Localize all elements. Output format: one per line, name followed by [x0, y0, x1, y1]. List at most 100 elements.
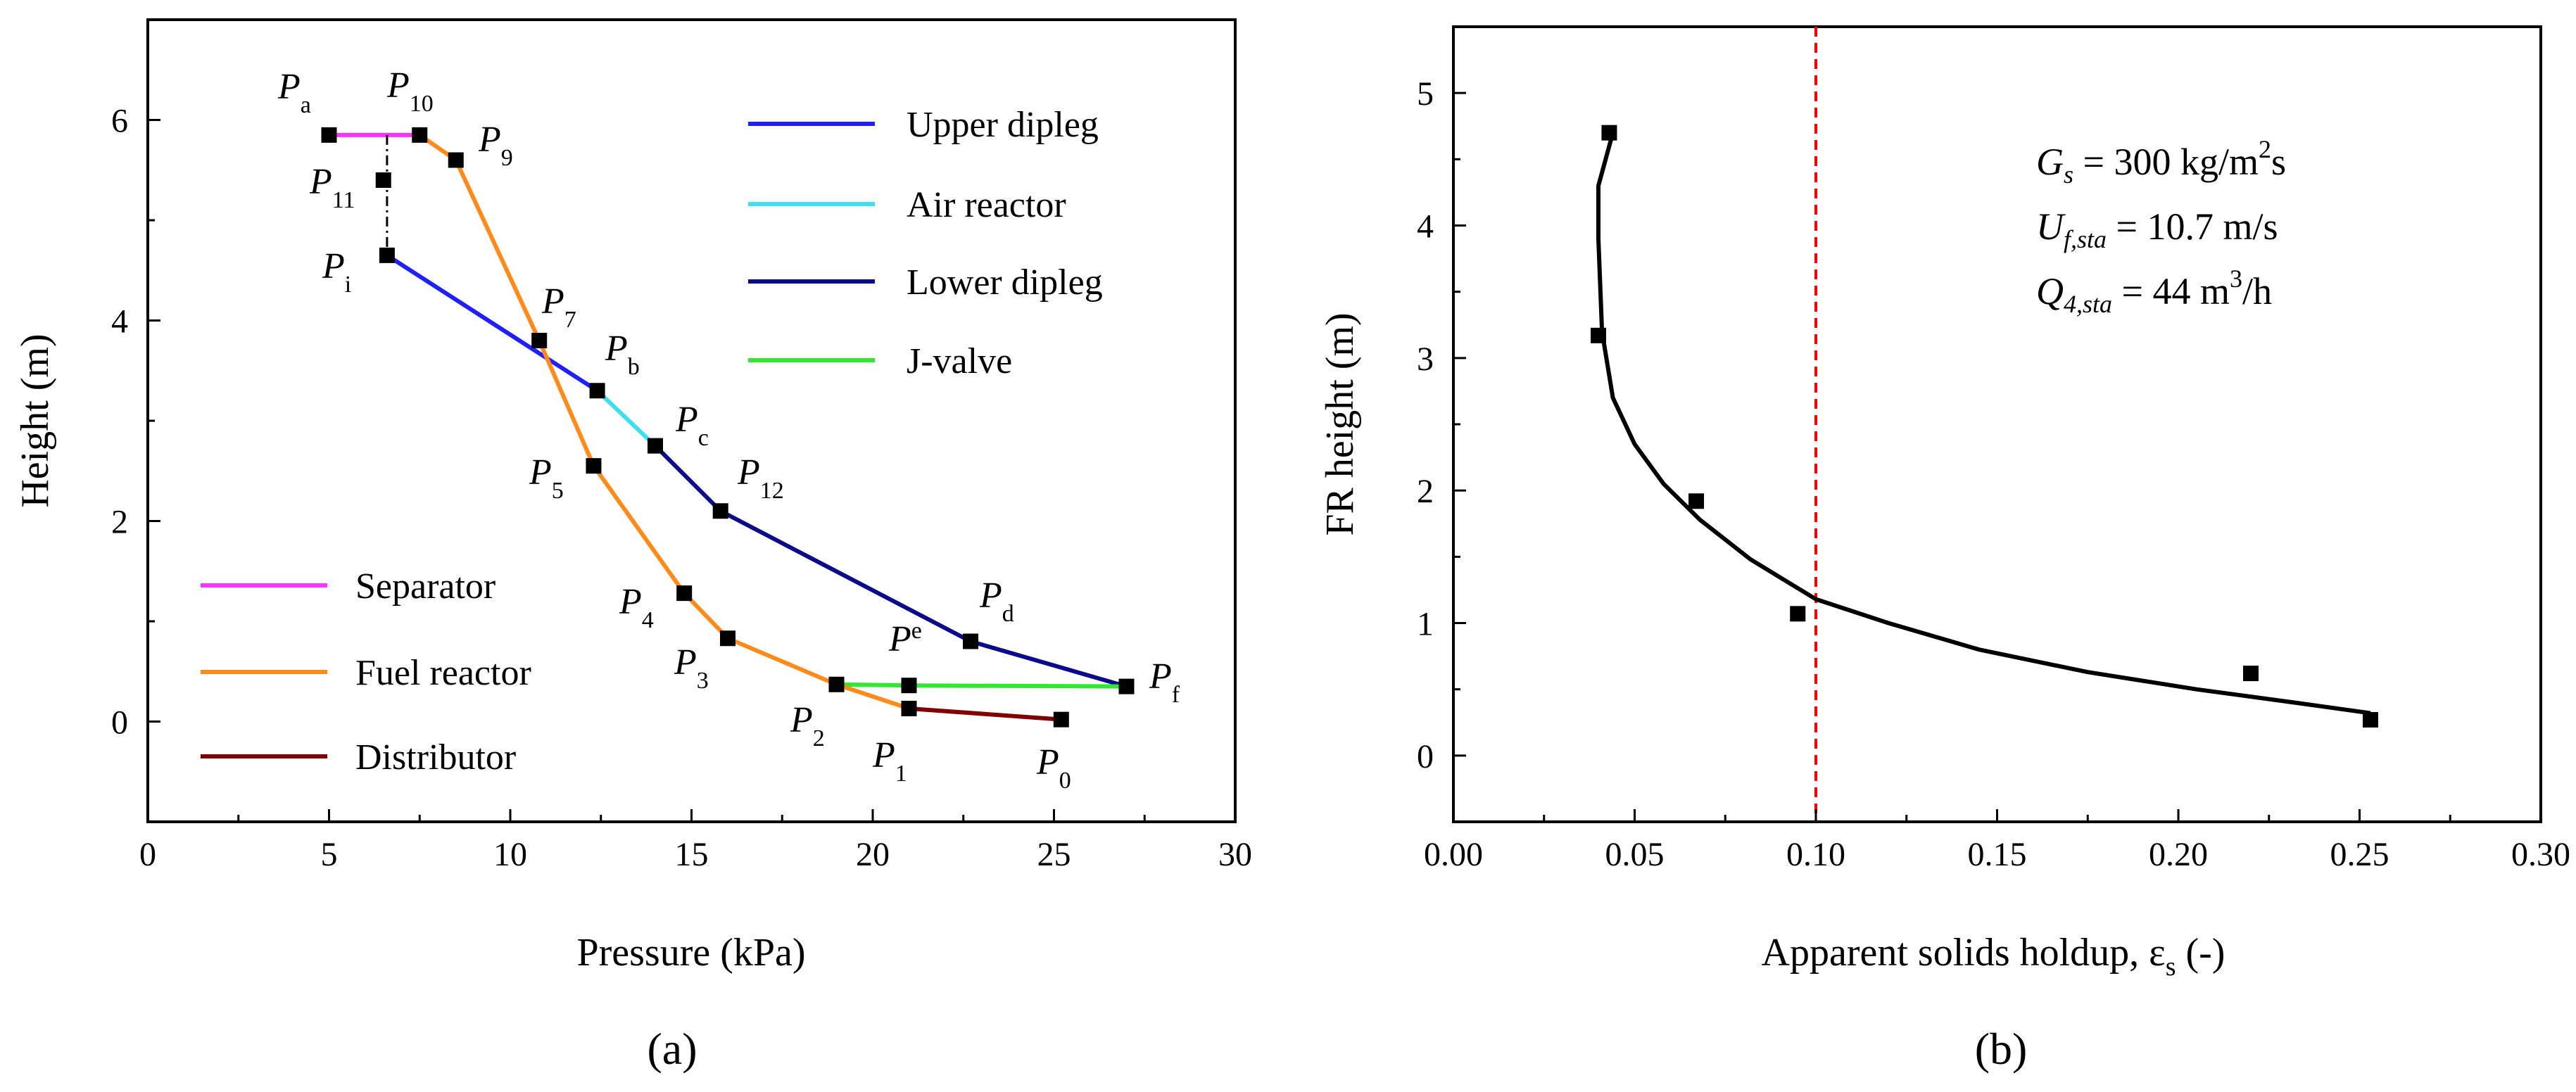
panel-b-annotations: Gs = 300 kg/m2s Uf,sta = 10.7 m/s Q4,sta… [2036, 135, 2286, 318]
x-tick-label: 0.15 [1968, 836, 2027, 873]
point-label: P5 [529, 452, 564, 504]
data-point [586, 458, 602, 474]
legend-label: J-valve [907, 341, 1012, 381]
point-label: Pi [322, 246, 351, 298]
panel-a-y-axis-label: Height (m) [13, 334, 57, 507]
point-label: Pa [277, 67, 311, 118]
point-label: P1 [872, 735, 907, 787]
y-tick-label: 0 [1417, 738, 1434, 775]
point-label: Pd [979, 576, 1014, 627]
x-tick-label: 10 [493, 836, 527, 873]
data-point [375, 172, 391, 188]
series-line-lower-dipleg [653, 444, 1128, 689]
panel-a-point-labels: Pa P10 P9 P11 Pi P7 Pb Pc P12 P5 P4 P3 P… [277, 65, 1180, 794]
data-point [1688, 493, 1705, 509]
panel-a-legend-top: Upper dipleg Air reactor Lower dipleg J-… [748, 105, 1103, 381]
panel-a-legend-bottom: Separator Fuel reactor Distributor [201, 566, 531, 777]
x-tick-label: 0.20 [2149, 836, 2208, 873]
x-tick-label: 0.00 [1424, 836, 1483, 873]
x-tick-label: 30 [1218, 836, 1252, 873]
panel-b-chart: 0.00 0.05 0.10 0.15 0.20 0.25 0.30 0 1 2 3 4 5 Gs = … [1318, 25, 2570, 1074]
annotation-q4: Q4,sta = 44 m3/h [2036, 265, 2272, 318]
data-point [2243, 666, 2259, 682]
data-point [589, 383, 605, 399]
data-point [1053, 711, 1069, 728]
point-label: P11 [309, 162, 355, 213]
data-point [321, 127, 337, 143]
series-line-j-valve [836, 682, 1127, 689]
data-point [712, 503, 728, 519]
x-tick-label: 20 [856, 836, 890, 873]
point-label: P0 [1036, 742, 1071, 794]
x-tick-label: 0.05 [1605, 836, 1665, 873]
panel-b-y-axis-label: FR height (m) [1318, 312, 1362, 535]
fit-curve-line [1596, 132, 2371, 716]
series-line-fuel-reactor [418, 133, 910, 711]
panel-a-series [329, 132, 1128, 722]
panel-b-ticks: 0.00 0.05 0.10 0.15 0.20 0.25 0.30 0 1 2 3 4 5 [1417, 25, 2570, 873]
series-line-upper-dipleg [386, 253, 599, 393]
data-point [901, 700, 917, 716]
panel-a-caption: (a) [647, 1024, 697, 1074]
data-point [648, 438, 663, 454]
point-label: P7 [541, 281, 576, 333]
legend-label: Air reactor [907, 185, 1066, 225]
y-tick-label: 2 [1417, 473, 1434, 510]
point-label: Pb [605, 329, 640, 380]
series-line-air-reactor [595, 389, 657, 447]
legend-label: Distributor [355, 737, 516, 777]
y-tick-label: 3 [1417, 341, 1434, 378]
panel-a-ticks: 0 5 10 15 20 25 30 0 2 4 6 [111, 18, 1252, 873]
data-point [531, 333, 548, 348]
panel-a-chart: 0 5 10 15 20 25 30 0 2 4 6 Pa P10 P9 P11 Pi P7 Pb … [13, 18, 1252, 1074]
data-point [1790, 606, 1806, 622]
data-point [1118, 678, 1135, 694]
panel-b-fit-curve [1596, 132, 2371, 716]
panel-b-frame [1452, 25, 2542, 823]
annotation-uf: Uf,sta = 10.7 m/s [2036, 205, 2278, 253]
data-point [448, 152, 464, 168]
y-tick-label: 6 [111, 103, 128, 140]
point-label: P12 [737, 452, 784, 504]
point-label: P3 [674, 642, 709, 694]
y-tick-label: 4 [111, 303, 128, 341]
data-point [901, 678, 917, 694]
legend-label: Lower dipleg [907, 262, 1103, 303]
x-tick-label: 0.30 [2511, 836, 2570, 873]
x-tick-label: 0 [139, 836, 156, 873]
point-label: P2 [790, 700, 825, 751]
point-label: P4 [619, 582, 654, 633]
point-label: Pc [675, 400, 709, 451]
data-point [379, 247, 395, 263]
legend-label: Fuel reactor [355, 653, 531, 693]
data-point [720, 630, 735, 647]
data-point [412, 127, 428, 143]
data-point [828, 676, 845, 692]
point-label: Pe [888, 618, 922, 659]
y-tick-label: 1 [1417, 606, 1434, 643]
x-tick-label: 25 [1037, 836, 1071, 873]
y-tick-label: 4 [1417, 208, 1434, 246]
point-label: Pf [1149, 656, 1180, 708]
legend-label: Upper dipleg [907, 105, 1099, 145]
panel-b-x-axis-label: Apparent solids holdup, εs (-) [1762, 931, 2225, 982]
x-tick-label: 5 [321, 836, 338, 873]
panel-b-caption: (b) [1975, 1024, 2028, 1074]
data-point [2362, 711, 2378, 728]
y-tick-label: 2 [111, 504, 128, 541]
y-tick-label: 0 [111, 704, 128, 742]
panel-a-markers [321, 127, 1135, 728]
point-label: P9 [478, 120, 513, 171]
x-tick-label: 0.10 [1786, 836, 1845, 873]
x-tick-label: 15 [675, 836, 709, 873]
data-point [1591, 327, 1606, 343]
annotation-gs: Gs = 300 kg/m2s [2036, 135, 2286, 189]
y-tick-label: 5 [1417, 75, 1434, 113]
x-tick-label: 0.25 [2330, 836, 2389, 873]
data-point [676, 585, 693, 602]
series-line-distributor [909, 706, 1062, 722]
point-label: P10 [386, 65, 434, 117]
panel-b-markers [1591, 125, 2378, 728]
data-point [963, 633, 979, 649]
